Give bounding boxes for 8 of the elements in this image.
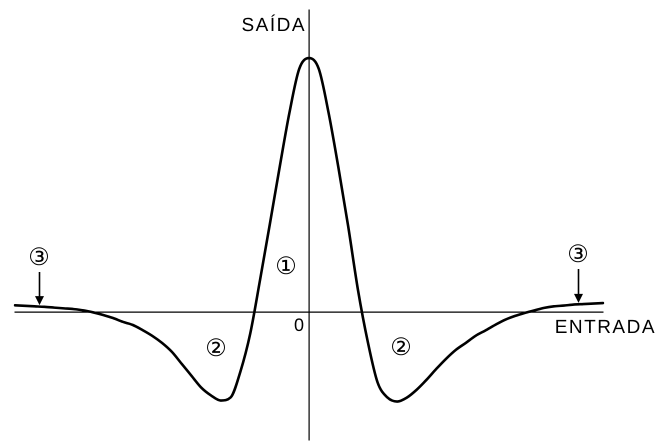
annotation: ③ <box>567 240 589 268</box>
annotation: ② <box>390 333 412 362</box>
y-axis-title: SAÍDA <box>241 14 306 36</box>
annotation: ① <box>275 252 297 280</box>
annotation: 0 <box>294 314 304 335</box>
annotation: ③ <box>28 243 50 272</box>
x-axis-title: ENTRADA <box>554 316 656 338</box>
annotation: ② <box>205 334 227 362</box>
